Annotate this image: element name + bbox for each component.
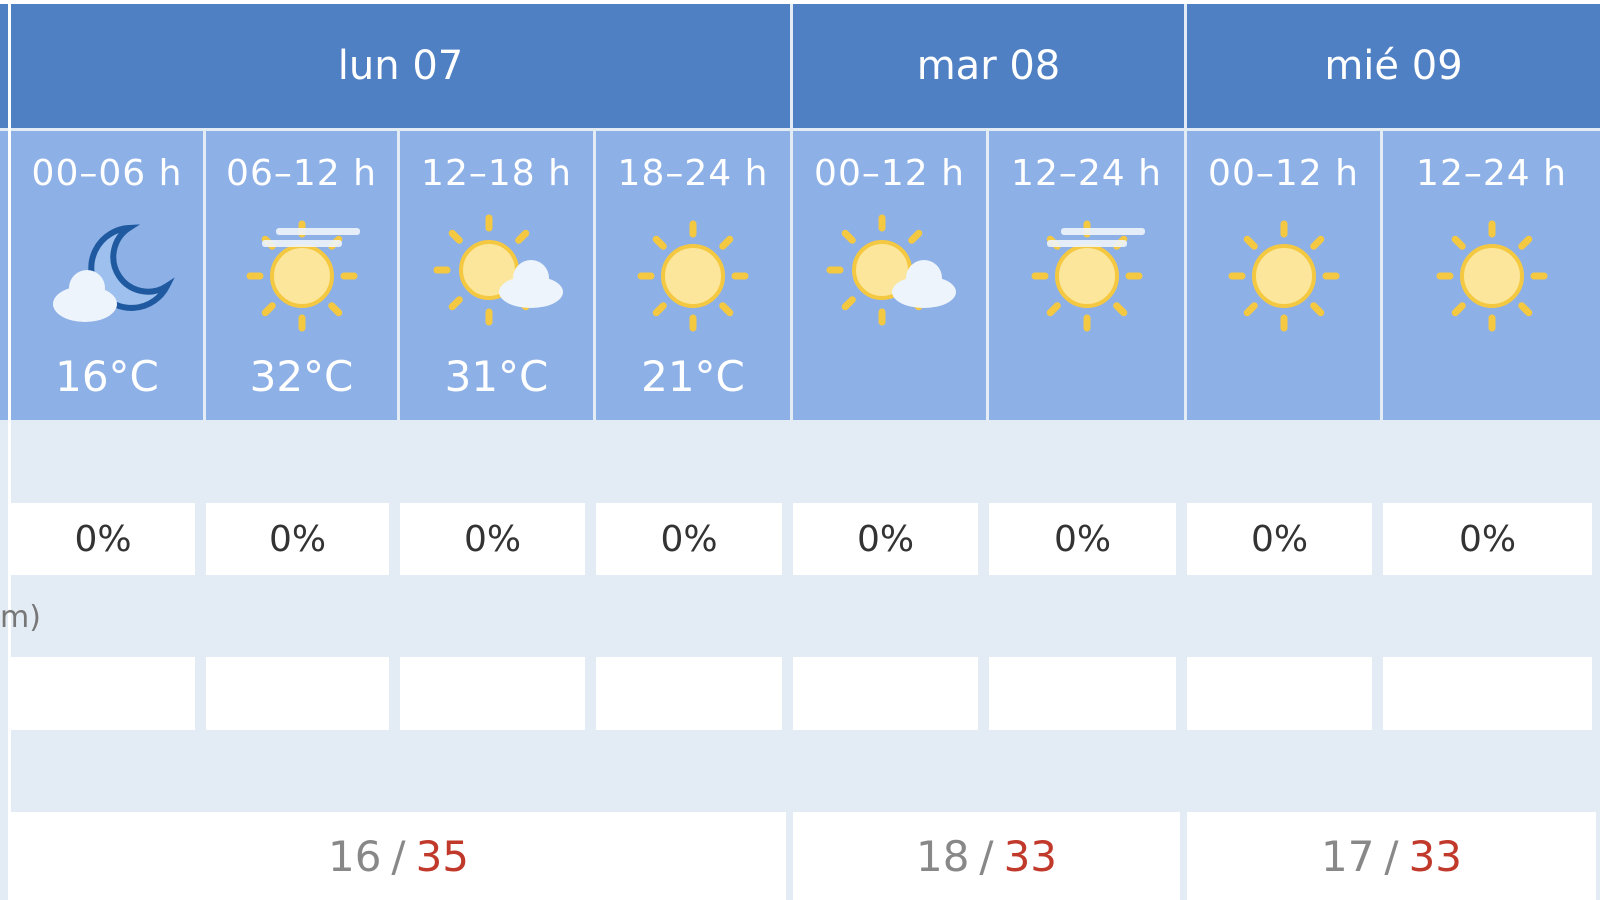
min-max-temp: 18/33 [793,812,1180,900]
period-label: 12–24 h [1011,153,1162,194]
period-cell: 18–24 h 21°C [596,131,790,420]
period-cell: 12–24 h [989,131,1184,420]
separator: / [391,831,406,881]
period-cell: 00–12 h [793,131,986,420]
moon-cloud-icon [53,224,175,322]
precip-prob-cell: 0% [1187,503,1372,575]
precip-prob: 0% [268,518,327,560]
period-temp: 32°C [249,352,354,401]
period-label: 18–24 h [617,153,769,194]
precip-prob-cell: 0% [11,503,195,575]
precip-amount-cell [400,657,585,730]
day-label: mar 08 [916,43,1061,89]
row-label-fragment: m) [0,600,41,635]
period-label: 12–24 h [1416,153,1567,194]
sun-haze-icon [246,220,360,332]
period-cell: 12–18 h 31°C [400,131,593,420]
left-period-strip [0,131,8,420]
min-temp: 16 [327,831,382,881]
period-label: 00–12 h [1208,153,1359,194]
precip-prob: 0% [856,518,915,560]
min-temp: 18 [915,831,970,881]
sun-haze-icon [1031,220,1145,332]
sun-cloud-icon [826,214,956,326]
day-header: mar 08 [793,4,1184,128]
max-temp: 35 [415,831,470,881]
separator: / [1384,831,1399,881]
precip-prob: 0% [1250,518,1309,560]
period-cell: 12–24 h [1383,131,1600,420]
precip-prob-cell: 0% [989,503,1176,575]
period-temp: 16°C [55,352,159,401]
period-label: 00–12 h [814,153,965,194]
period-cell: 00–06 h 16°C [11,131,203,420]
precip-amount-cell [793,657,978,730]
sun-icon [1228,220,1339,332]
precip-prob: 0% [74,518,132,560]
precip-prob: 0% [660,518,718,560]
period-cell: 00–12 h [1187,131,1380,420]
separator: / [979,831,994,881]
max-temp: 33 [1408,831,1463,881]
precip-prob-cell: 0% [596,503,782,575]
min-temp: 17 [1320,831,1375,881]
sun-cloud-icon [433,214,563,326]
left-divider [8,0,11,900]
precip-amount-cell [989,657,1176,730]
period-temp: 21°C [641,352,745,401]
period-temp: 31°C [444,352,549,401]
precip-prob-cell: 0% [206,503,389,575]
left-header-strip [0,4,8,128]
min-max-temp: 17/33 [1187,812,1596,900]
sun-icon [1436,220,1547,332]
precip-prob-cell: 0% [1383,503,1592,575]
period-label: 06–12 h [226,153,377,194]
precip-prob: 0% [1458,518,1517,560]
day-header: mié 09 [1187,4,1600,128]
top-border [0,0,1600,4]
period-cell: 06–12 h 32°C [206,131,397,420]
precip-amount-cell [596,657,782,730]
precip-amount-cell [1187,657,1372,730]
sun-icon [637,220,749,332]
precip-prob: 0% [1053,518,1112,560]
precip-prob: 0% [463,518,522,560]
day-label: mié 09 [1324,43,1463,89]
period-label: 00–06 h [31,153,183,194]
min-max-temp: 16/35 [11,812,786,900]
precip-amount-cell [1383,657,1592,730]
precip-prob-cell: 0% [793,503,978,575]
max-temp: 33 [1003,831,1058,881]
precip-prob-cell: 0% [400,503,585,575]
precip-amount-cell [11,657,195,730]
period-label: 12–18 h [421,153,572,194]
day-header: lun 07 [11,4,790,128]
day-label: lun 07 [337,43,464,89]
precip-amount-cell [206,657,389,730]
